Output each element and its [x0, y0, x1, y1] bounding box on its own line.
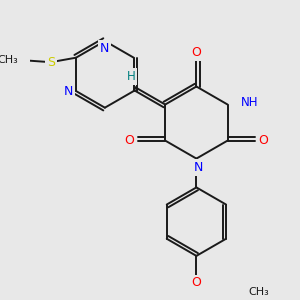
- Text: N: N: [100, 42, 110, 55]
- Text: O: O: [259, 134, 269, 147]
- Text: O: O: [124, 134, 134, 147]
- Text: NH: NH: [241, 96, 259, 109]
- Text: H: H: [127, 70, 135, 83]
- Text: CH₃: CH₃: [249, 287, 269, 297]
- Text: O: O: [191, 276, 201, 290]
- Text: N: N: [64, 85, 74, 98]
- Text: S: S: [47, 56, 55, 69]
- Text: CH₃: CH₃: [0, 56, 18, 65]
- Text: N: N: [194, 161, 203, 174]
- Text: O: O: [191, 46, 201, 59]
